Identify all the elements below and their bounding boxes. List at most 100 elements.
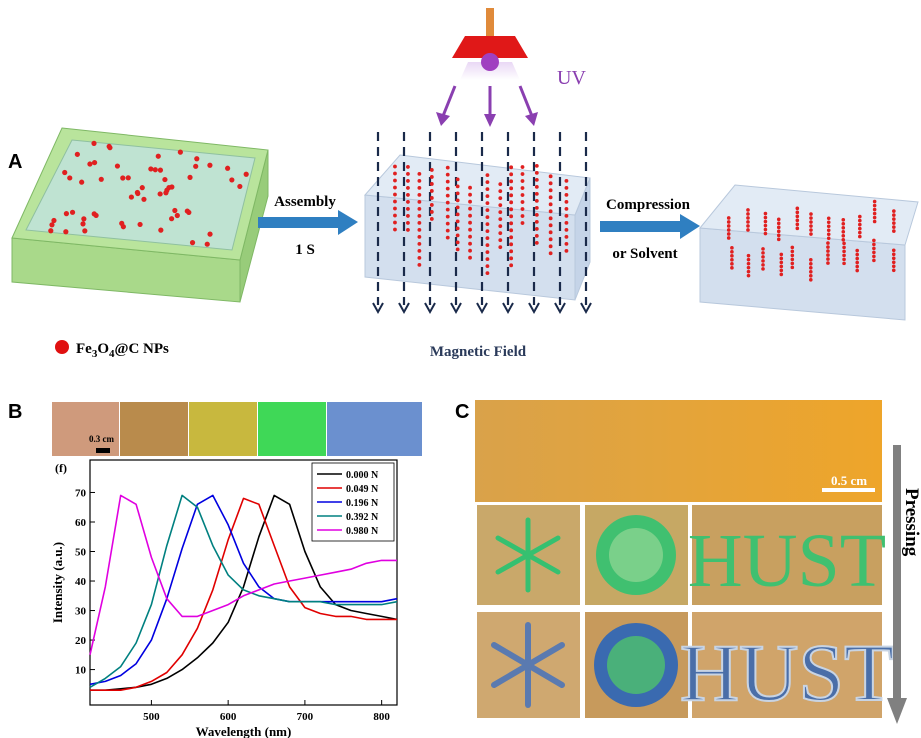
particle [777, 226, 781, 230]
particle [486, 229, 490, 233]
particle [169, 216, 174, 221]
particle [858, 215, 862, 219]
particle [80, 221, 85, 226]
particle [855, 253, 859, 257]
y-axis-title: Intensity (a.u.) [50, 542, 65, 623]
particle [509, 179, 513, 183]
particle [779, 253, 783, 257]
particle [468, 200, 472, 204]
arrow [258, 210, 358, 235]
particle [841, 238, 845, 242]
particle [468, 228, 472, 232]
particle [446, 166, 450, 170]
step-label: 1 S [295, 242, 315, 258]
y-tick-label: 40 [75, 576, 87, 588]
particle [535, 234, 539, 238]
x-tick-label: 700 [297, 711, 314, 723]
particle [747, 262, 751, 266]
particle [565, 249, 569, 253]
particle [406, 165, 410, 169]
particle [796, 215, 800, 219]
particle [456, 212, 460, 216]
panel-label: B [8, 401, 22, 423]
particle [809, 228, 813, 232]
particle [417, 263, 421, 267]
particle [535, 199, 539, 203]
particle [746, 224, 750, 228]
particle [827, 224, 831, 228]
particle [892, 209, 896, 213]
particle [549, 223, 553, 227]
particle [79, 180, 84, 185]
particle [549, 230, 553, 234]
particle [777, 218, 781, 222]
particle [761, 247, 765, 251]
particle [498, 217, 502, 221]
particle [796, 219, 800, 223]
particle [115, 163, 120, 168]
particle [406, 228, 410, 232]
particle [393, 186, 397, 190]
particle [417, 207, 421, 211]
film [365, 155, 590, 300]
particle [809, 270, 813, 274]
particle [779, 261, 783, 265]
particle [509, 263, 513, 267]
legend-dot [55, 340, 69, 354]
particle [406, 186, 410, 190]
particle [842, 246, 846, 250]
particle [565, 242, 569, 246]
particle [456, 240, 460, 244]
particle [194, 156, 199, 161]
particle [446, 236, 450, 240]
particle [827, 216, 831, 220]
particle [135, 190, 140, 195]
particle [486, 271, 490, 275]
particle [892, 260, 896, 264]
particle [827, 228, 831, 232]
particle [565, 221, 569, 225]
particle [430, 203, 434, 207]
particle [549, 251, 553, 255]
particle [791, 266, 795, 270]
particle [48, 228, 53, 233]
particle [796, 227, 800, 231]
particle [193, 164, 198, 169]
particle [727, 224, 731, 228]
particle [747, 274, 751, 278]
particle [498, 203, 502, 207]
particle [509, 249, 513, 253]
particle [549, 188, 553, 192]
particle [873, 204, 877, 208]
x-tick-label: 500 [143, 711, 160, 723]
particle [791, 246, 795, 250]
photo-text: HUST [688, 519, 886, 603]
particle [446, 222, 450, 226]
color-swatches [52, 402, 422, 456]
particle [858, 227, 862, 231]
particle [140, 185, 145, 190]
particle [158, 228, 163, 233]
uv-label: UV [557, 67, 586, 89]
y-tick-label: 50 [75, 547, 87, 559]
particle [764, 228, 768, 232]
particle [549, 202, 553, 206]
particle [873, 220, 877, 224]
particle [456, 226, 460, 230]
particle [535, 206, 539, 210]
particle [393, 228, 397, 232]
particle [172, 208, 177, 213]
particle [892, 213, 896, 217]
particle [64, 211, 69, 216]
spectrum-chart: 50060070080010203040506070Wavelength (nm… [50, 460, 397, 738]
particle [841, 218, 845, 222]
particle [187, 175, 192, 180]
particle [779, 269, 783, 273]
particle [486, 194, 490, 198]
particle [509, 256, 513, 260]
figure: A Assembly 1 S UV Compression or Solvent [0, 0, 921, 738]
particle [417, 214, 421, 218]
particle [486, 243, 490, 247]
particle [509, 165, 513, 169]
particle [730, 254, 734, 258]
